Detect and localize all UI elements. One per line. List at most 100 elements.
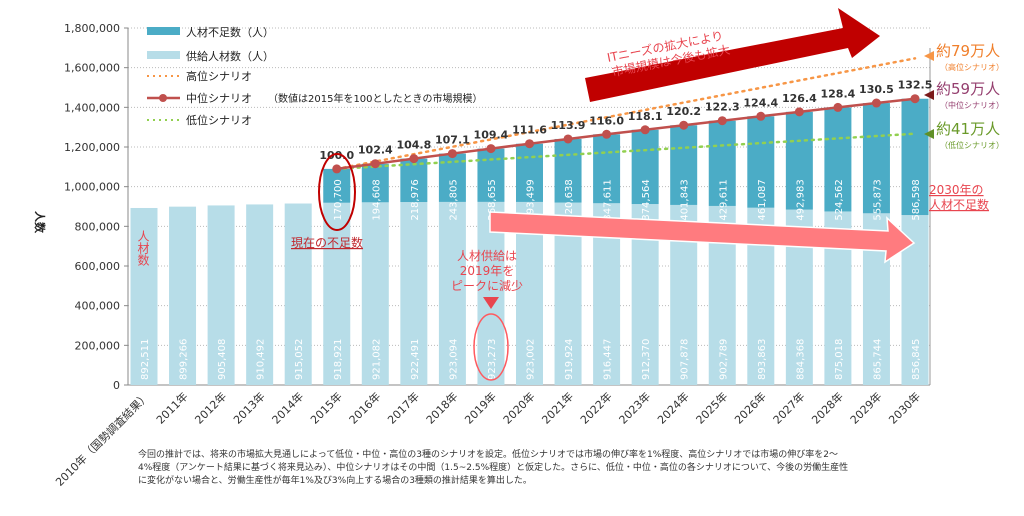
bar-label-shortage: 461,087: [757, 179, 768, 220]
bar-label-supply: 923,094: [448, 339, 459, 380]
mid-scenario-point: [370, 159, 380, 169]
bar-label-shortage: 347,611: [603, 179, 614, 220]
bar-label-supply: 919,924: [564, 339, 575, 380]
mid-index-label: 132.5: [898, 79, 933, 92]
bar-label-shortage: 492,983: [795, 179, 806, 220]
low-scenario-line: [335, 132, 917, 171]
x-tick-label: 2011年: [153, 389, 190, 426]
mid-index-label: 107.1: [435, 134, 470, 147]
x-tick-label: 2025年: [693, 389, 730, 426]
mid-index-label: 120.2: [666, 105, 701, 118]
bar-label-supply: 899,266: [179, 339, 190, 380]
bar-label-supply: 902,789: [718, 339, 729, 380]
bar-label-shortage: 170,700: [333, 179, 344, 220]
mid-scenario-point: [640, 125, 650, 135]
bar-label-shortage: 293,499: [526, 179, 537, 220]
supply-decline-arrow: [489, 211, 916, 264]
legend-label-mid-note: （数値は2015年を100としたときの市場規模）: [268, 92, 483, 105]
mid-scenario-point: [332, 164, 342, 174]
mid-index-label: 116.0: [589, 114, 624, 127]
mid-scenario-point: [910, 94, 920, 104]
x-tick-label: 2020年: [500, 389, 537, 426]
x-tick-label: 2014年: [269, 389, 306, 426]
y-tick-label: 1,800,000: [64, 22, 120, 35]
bar-label-supply: 907,878: [680, 339, 691, 380]
bar-shortage: [361, 163, 389, 203]
bar-label-supply: 892,511: [140, 339, 151, 380]
mid-index-label: 118.1: [628, 110, 663, 123]
mid-scenario-point: [563, 134, 573, 144]
bar-label-supply: 918,921: [333, 339, 344, 380]
peak-text-line1: 人材供給は: [457, 249, 517, 263]
legend-swatch-shortage: [147, 27, 180, 35]
high-value: 約79万人: [936, 42, 1000, 60]
bar-label-shortage: 429,611: [718, 179, 729, 220]
bar-supply: [207, 205, 235, 385]
bar-label-supply: 893,863: [757, 339, 768, 380]
y-tick-label: 0: [113, 379, 120, 392]
bar-shortage: [862, 103, 890, 214]
peak-supply-ellipse: [473, 313, 509, 381]
y-tick-label: 200,000: [75, 339, 121, 352]
x-tick-label: 2030年: [886, 389, 923, 426]
bar-shortage: [670, 125, 698, 205]
mid-scenario-point: [486, 144, 496, 154]
bar-label-shortage: 586,598: [911, 179, 922, 220]
down-triangle-icon: [483, 297, 499, 309]
annotations: 人材数 現在の不足数 人材供給は 2019年を ピークに減少 約79万人 （高位…: [136, 42, 1004, 381]
mid-pointer-icon: [924, 90, 934, 100]
bar-label-supply: 916,447: [603, 339, 614, 380]
mid-index-label: 122.3: [705, 101, 740, 114]
bar-shortage: [554, 138, 582, 203]
bar-supply: [130, 207, 158, 385]
high-label: （高位シナリオ）: [940, 62, 1004, 72]
bar-supply: [169, 206, 197, 385]
mid-scenario-point: [833, 102, 843, 112]
bar-supply: [438, 201, 466, 385]
x-tick-label: 2018年: [423, 389, 460, 426]
bar-shortage: [901, 98, 929, 216]
bar-shortage: [824, 107, 852, 212]
x-tick-label: 2015年: [307, 389, 344, 426]
x-tick-label: 2023年: [616, 389, 653, 426]
legend: 人材不足数（人） 供給人材数（人） 高位シナリオ 中位シナリオ （数値は2015…: [147, 25, 483, 127]
x-tick-label: 2021年: [539, 389, 576, 426]
mid-scenario-point: [409, 154, 419, 164]
bar-label-shortage: 268,655: [487, 179, 498, 220]
bar-supply: [323, 202, 351, 385]
mid-index-label: 102.4: [358, 144, 393, 157]
mid-value: 約59万人: [936, 80, 1000, 98]
bar-shortage: [477, 148, 505, 202]
supply-vertical-label: 人材数: [136, 230, 150, 267]
mid-scenario-point: [794, 107, 804, 117]
bar-shortage: [747, 116, 775, 208]
x-tick-label: 2024年: [654, 389, 691, 426]
legend-label-supply: 供給人材数（人）: [186, 49, 274, 63]
y-tick-label: 800,000: [75, 220, 121, 233]
bar-shortage: [516, 143, 543, 202]
mid-index-label: 128.4: [821, 87, 856, 100]
bar-shortage: [400, 158, 428, 203]
y-axis-ticks: 0 200,000 400,000 600,000 800,000 1,000,000 1,…: [64, 22, 120, 392]
legend-swatch-mid-marker: [159, 94, 167, 102]
bar-label-shortage: 374,564: [641, 179, 652, 220]
x-tick-label: 2010年（国勢調査結果）: [52, 389, 152, 489]
x-tick-label: 2019年: [462, 389, 499, 426]
bar-label-supply: 884,368: [795, 339, 806, 380]
mid-scenario-point: [602, 129, 612, 139]
bar-label-supply: 915,052: [294, 339, 305, 380]
x-tick-label: 2028年: [809, 389, 846, 426]
bar-label-shortage: 320,638: [564, 179, 575, 220]
footnote-line3: に変化がない場合と、労働生産性が毎年1%及び3%向上する場合の3種類の推計結果を…: [138, 474, 532, 486]
bar-label-shortage: 194,608: [371, 179, 382, 220]
bar-label-shortage: 218,976: [410, 179, 421, 220]
low-pointer-icon: [924, 129, 934, 139]
bar-shortage: [785, 111, 813, 210]
y-tick-label: 1,000,000: [64, 181, 120, 194]
bar-shortage: [708, 120, 736, 206]
peak-text-line2: 2019年を: [460, 264, 515, 278]
bar-shortage: [593, 134, 621, 204]
bar-label-supply: 922,491: [410, 339, 421, 380]
x-tick-label: 2027年: [770, 389, 807, 426]
